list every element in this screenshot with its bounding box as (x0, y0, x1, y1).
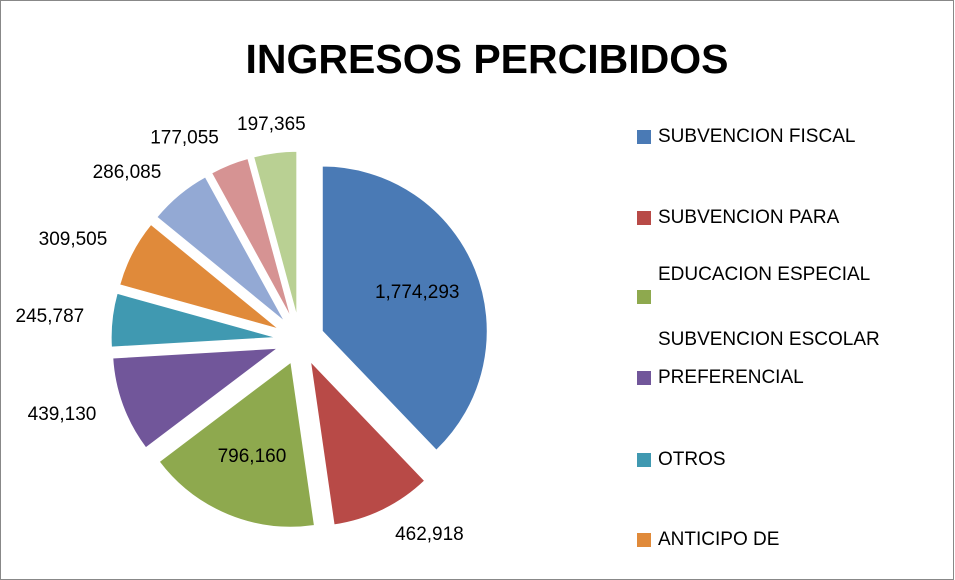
legend-label: SUBVENCION ESCOLAR (658, 329, 880, 350)
legend-label: SUBVENCION FISCAL (658, 126, 855, 147)
data-label: 245,787 (16, 306, 85, 327)
data-label: 462,918 (395, 524, 464, 545)
data-label: 796,160 (218, 446, 287, 467)
legend-swatch (637, 130, 651, 144)
chart-title: INGRESOS PERCIBIDOS (246, 36, 729, 82)
pie-slice (253, 150, 298, 317)
legend-swatch (637, 211, 651, 225)
data-label: 309,505 (39, 229, 108, 250)
pie-slice (112, 347, 280, 449)
pie-slice (309, 360, 426, 526)
data-label: 439,130 (28, 404, 97, 425)
pie-slice (156, 176, 286, 322)
pie-slice (158, 361, 316, 528)
data-label: 177,055 (150, 128, 219, 149)
pie-slice (321, 165, 488, 451)
legend-label: EDUCACION ESPECIAL (658, 264, 870, 285)
data-label: 197,365 (237, 114, 306, 135)
legend-label: PREFERENCIAL (658, 367, 804, 388)
legend-label: ANTICIPO DE (658, 529, 779, 550)
pie-slice (110, 292, 277, 348)
legend-swatch (637, 453, 651, 467)
pie-slice (119, 223, 280, 330)
pie-slice (210, 157, 292, 318)
data-label: 1,774,293 (375, 282, 460, 303)
data-label: 286,085 (93, 162, 162, 183)
legend-swatch (637, 290, 651, 304)
legend-swatch (637, 371, 651, 385)
legend-label: SUBVENCION PARA (658, 207, 840, 228)
legend-label: OTROS (658, 449, 726, 470)
legend-swatch (637, 533, 651, 547)
